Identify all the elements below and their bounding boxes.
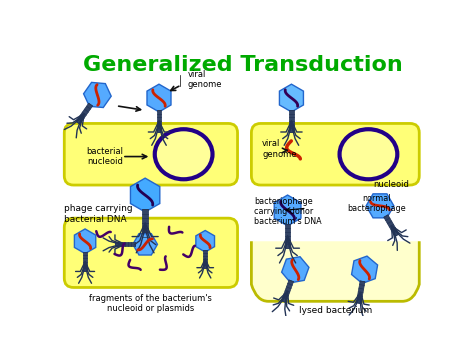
FancyBboxPatch shape <box>251 124 419 185</box>
Polygon shape <box>74 229 96 253</box>
Polygon shape <box>280 84 303 112</box>
Text: bacteriophage
carrying donor
bacterium's DNA: bacteriophage carrying donor bacterium's… <box>255 197 322 226</box>
Ellipse shape <box>339 129 397 179</box>
Text: lysed bacterium: lysed bacterium <box>299 306 372 315</box>
FancyBboxPatch shape <box>64 218 237 288</box>
Text: Generalized Transduction: Generalized Transduction <box>83 55 403 75</box>
Text: viral
genome: viral genome <box>188 70 222 89</box>
Polygon shape <box>366 194 394 218</box>
Text: nucleoid: nucleoid <box>374 180 410 189</box>
Polygon shape <box>352 256 378 283</box>
Polygon shape <box>156 110 162 132</box>
Polygon shape <box>285 224 290 248</box>
Polygon shape <box>203 250 207 268</box>
Text: normal
bacteriophage: normal bacteriophage <box>347 193 405 213</box>
Polygon shape <box>83 252 87 272</box>
Polygon shape <box>289 110 294 132</box>
Polygon shape <box>76 103 92 124</box>
Text: phage carrying
bacterial DNA: phage carrying bacterial DNA <box>64 204 133 224</box>
Polygon shape <box>115 242 135 246</box>
Polygon shape <box>282 257 309 283</box>
Polygon shape <box>384 215 399 236</box>
Polygon shape <box>142 209 148 236</box>
Polygon shape <box>196 230 215 252</box>
Polygon shape <box>133 234 157 255</box>
Polygon shape <box>282 280 293 302</box>
Ellipse shape <box>155 129 212 179</box>
Text: bacterial
nucleoid: bacterial nucleoid <box>87 147 124 166</box>
FancyBboxPatch shape <box>64 124 237 185</box>
Polygon shape <box>130 178 160 212</box>
Polygon shape <box>274 195 301 226</box>
Polygon shape <box>356 281 365 304</box>
PathPatch shape <box>251 241 419 301</box>
Polygon shape <box>83 82 111 108</box>
Text: fragments of the bacterium's
nucleoid or plasmids: fragments of the bacterium's nucleoid or… <box>89 294 212 313</box>
Text: viral
genome: viral genome <box>262 139 297 159</box>
Polygon shape <box>147 84 171 112</box>
